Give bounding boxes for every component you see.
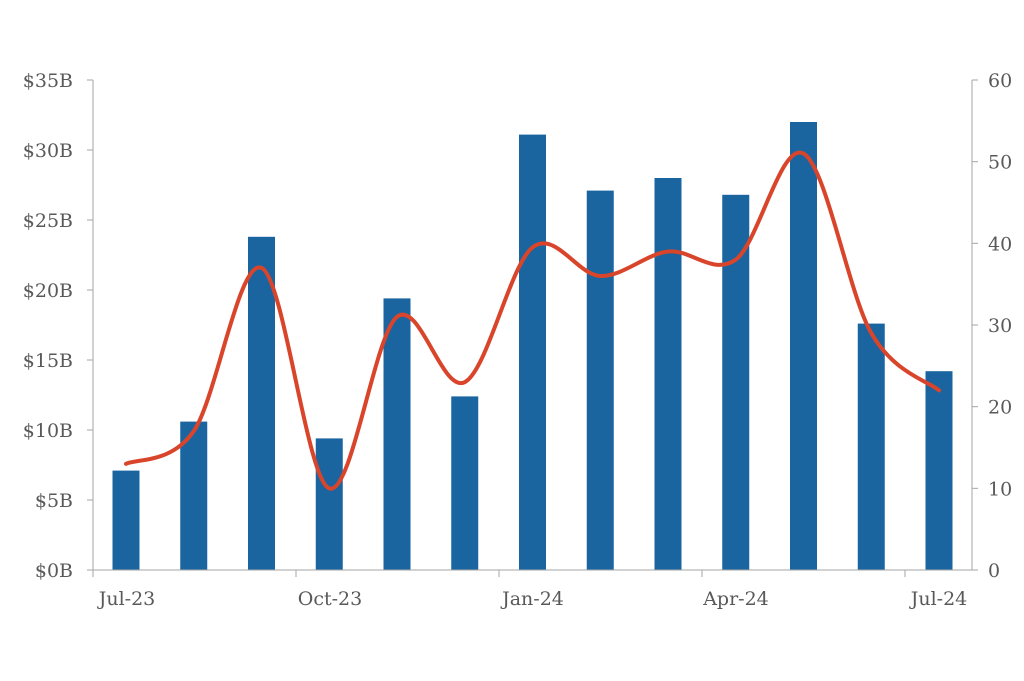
right-tick-label: 50: [988, 152, 1012, 174]
bar-aug-23: [180, 421, 208, 570]
bar-nov-23: [383, 298, 411, 570]
x-tick-label: Jan-24: [500, 588, 564, 610]
bar-may-24: [790, 122, 817, 570]
right-tick-label: 0: [988, 560, 1000, 582]
left-tick-label: $20B: [23, 280, 73, 302]
series-line: [124, 150, 941, 491]
right-tick-label: 30: [988, 315, 1012, 337]
left-tick-label: $15B: [23, 350, 73, 372]
bar-jul-23: [112, 470, 140, 570]
bar-jul-24: [925, 371, 953, 570]
left-tick-label: $5B: [35, 490, 73, 512]
x-tick-label: Jul-24: [909, 588, 968, 610]
x-tick-label: Oct-23: [298, 588, 362, 610]
left-tick-label: $0B: [35, 560, 73, 582]
right-tick-label: 40: [988, 233, 1012, 255]
left-tick-label: $30B: [23, 140, 73, 162]
bar-jun-24: [857, 323, 885, 570]
left-tick-label: $25B: [23, 210, 73, 232]
left-tick-label: $10B: [23, 420, 73, 442]
labels-layer: $0B $5B $10B $15B $20B $25B $30B $35B 0 10 20 30 40 5…: [23, 70, 1012, 610]
bars-layer: [112, 122, 953, 571]
x-tick-label: Jul-23: [97, 588, 156, 610]
bar-feb-24: [586, 190, 614, 570]
right-tick-label: 20: [988, 397, 1012, 419]
right-tick-label: 10: [988, 478, 1012, 500]
bar-oct-23: [315, 438, 343, 570]
right-tick-label: 60: [988, 70, 1012, 92]
bar-mar-24: [654, 178, 682, 570]
left-tick-label: $35B: [23, 70, 73, 92]
line-layer: [124, 150, 941, 491]
bar-sep-23: [248, 236, 275, 571]
axes-layer: [87, 79, 978, 577]
x-tick-label: Apr-24: [702, 588, 769, 610]
bar-jan-24: [519, 134, 546, 570]
bar-dec-23: [451, 396, 479, 570]
